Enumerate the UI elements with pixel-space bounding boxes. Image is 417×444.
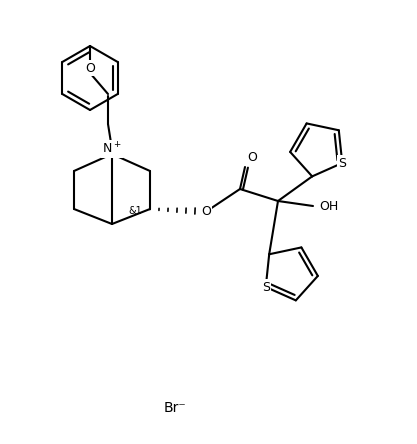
Text: Br⁻: Br⁻: [163, 401, 186, 415]
Text: O: O: [247, 151, 257, 164]
Text: O: O: [85, 62, 95, 75]
Text: OH: OH: [319, 199, 338, 213]
Text: O: O: [201, 205, 211, 218]
Text: S: S: [338, 156, 346, 170]
Text: S: S: [262, 281, 270, 293]
Text: &1: &1: [128, 206, 142, 216]
Text: N$^+$: N$^+$: [102, 141, 122, 157]
